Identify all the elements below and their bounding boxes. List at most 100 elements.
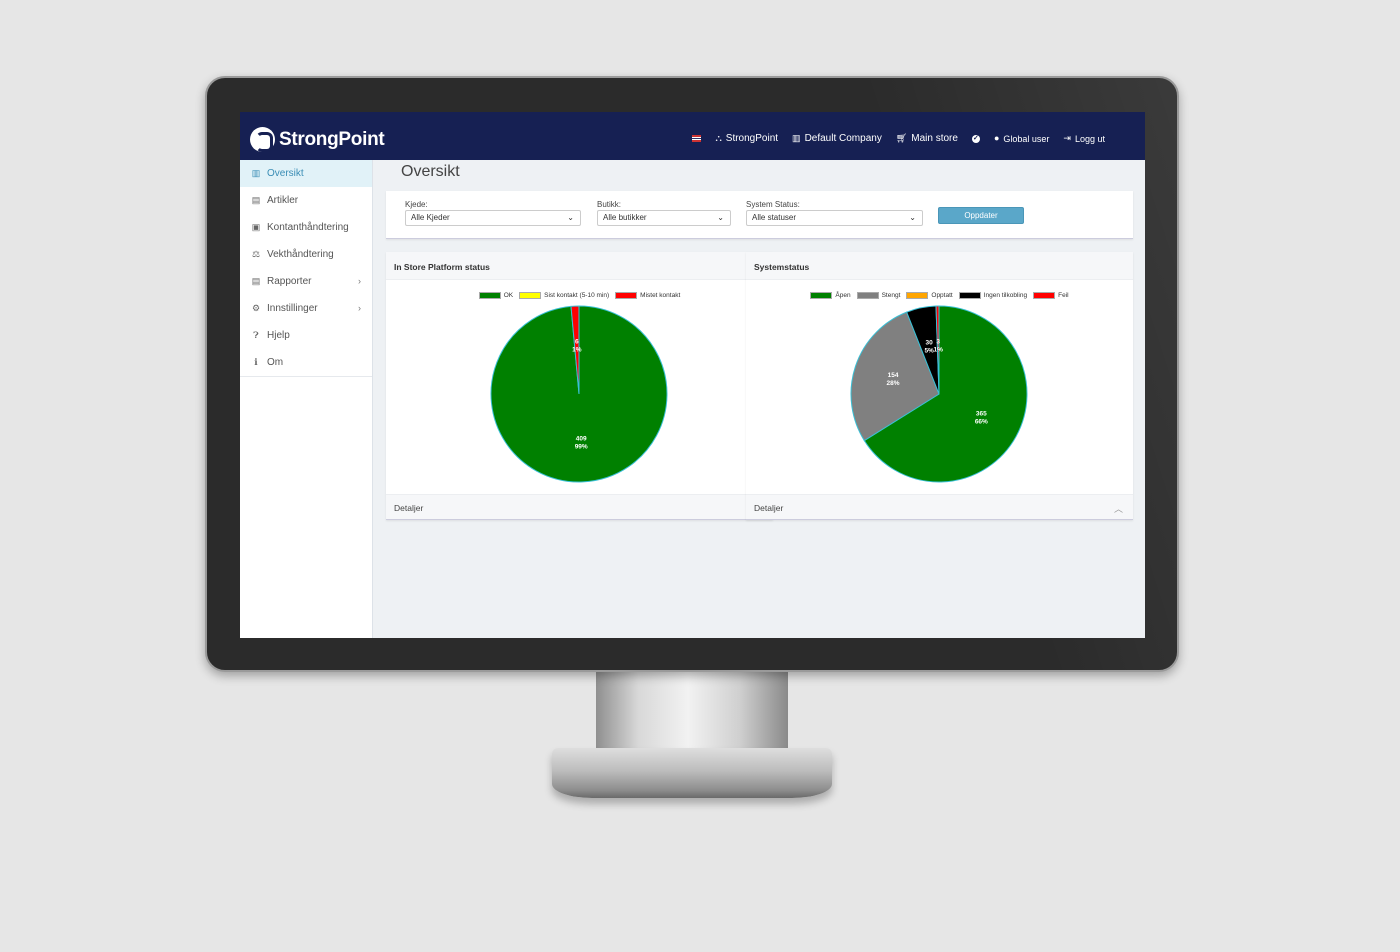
butikk-value: Alle butikker — [603, 213, 647, 222]
sidebar-item-label: Kontanthåndtering — [267, 222, 349, 233]
legend-item-opptatt[interactable]: Opptatt — [906, 292, 953, 299]
nav-company-item[interactable]: ▥ Default Company — [792, 133, 882, 144]
sidebar-item-label: Rapporter — [267, 276, 312, 287]
status-label: System Status: — [746, 200, 800, 209]
slice-percent-label: 1% — [572, 347, 582, 354]
pie-slice-feil[interactable] — [935, 305, 940, 395]
slice-value-label: 365 — [976, 410, 987, 417]
platform-status-card: In Store Platform status OK Sist kontakt … — [386, 252, 773, 520]
logout-button[interactable]: ⇥ Logg ut — [1063, 134, 1105, 144]
top-navbar: StrongPoint ⛬ StrongPoint ▥ Default Comp… — [240, 112, 1145, 160]
legend-swatch — [1033, 292, 1056, 299]
app-screen: StrongPoint ⛬ StrongPoint ▥ Default Comp… — [240, 112, 1145, 638]
slice-value-label: 154 — [888, 372, 899, 379]
info-icon: ℹ — [254, 357, 258, 367]
language-flag-button[interactable] — [692, 135, 702, 142]
kjede-value: Alle Kjeder — [411, 213, 450, 222]
top-nav-menu: ⛬ StrongPoint ▥ Default Company 🛒︎ Main … — [692, 133, 1105, 144]
page-title: Oversikt — [401, 163, 460, 180]
nav-chain-item[interactable]: ⛬ StrongPoint — [715, 133, 778, 144]
status-value: Alle statuser — [752, 213, 797, 222]
details-label: Detaljer — [394, 503, 424, 513]
slice-percent-label: 99% — [575, 443, 588, 450]
status-select[interactable]: Alle statuser ⌄ — [746, 210, 923, 226]
chevron-up-icon[interactable]: ︿ — [1113, 504, 1123, 514]
legend-item-feil[interactable]: Feil — [1033, 292, 1069, 299]
details-footer[interactable]: Detaljer ︿ — [746, 494, 1133, 519]
check-circle-icon: ✓ — [971, 134, 980, 143]
sidebar-item-label: Hjelp — [267, 330, 290, 341]
scale-icon: ⚖ — [251, 249, 261, 259]
sidebar-item-vekthandtering[interactable]: ⚖ Vekthåndtering — [240, 241, 372, 268]
sidebar-item-artikler[interactable]: ▤ Artikler — [240, 187, 372, 214]
cogs-icon: ⚙ — [251, 303, 261, 313]
nav-user-item[interactable]: ● Global user — [994, 134, 1049, 144]
legend-swatch — [615, 292, 638, 299]
slice-value-label: 6 — [575, 339, 579, 346]
sidebar-item-label: Oversikt — [267, 168, 304, 179]
details-label: Detaljer — [754, 503, 784, 513]
status-filter: System Status: Alle statuser ⌄ — [746, 200, 923, 226]
update-button[interactable]: Oppdater — [938, 207, 1024, 224]
legend-swatch — [906, 292, 929, 299]
building-icon: ▥ — [792, 133, 801, 143]
chart-legend: Åpen Stengt Opptatt Ingen tilkobling Feil — [746, 292, 1133, 299]
sidebar-item-om[interactable]: ℹ Om — [240, 349, 372, 376]
legend-swatch — [958, 292, 981, 299]
legend-label: Stengt — [881, 292, 901, 299]
slice-value-label: 3 — [936, 339, 940, 346]
sidebar: ▥ Oversikt ▤ Artikler ▣ Kontanthåndterin… — [240, 160, 373, 638]
nav-status-check[interactable]: ✓ — [971, 134, 980, 143]
nav-store-item[interactable]: 🛒︎ Main store — [896, 133, 958, 144]
sidebar-item-innstillinger[interactable]: ⚙ Innstillinger › — [240, 295, 372, 322]
legend-label: Sist kontakt (5-10 min) — [544, 292, 610, 299]
nav-user-label: Global user — [1003, 133, 1050, 144]
details-footer[interactable]: Detaljer ︿ — [386, 494, 773, 519]
pie-slice-a-pen[interactable] — [863, 305, 1028, 483]
kjede-select[interactable]: Alle Kjeder ⌄ — [405, 210, 581, 226]
nav-store-label: Main store — [911, 133, 958, 144]
sidebar-item-hjelp[interactable]: ❓︎ Hjelp — [240, 322, 372, 349]
card-title: Systemstatus — [746, 252, 1133, 280]
legend-item-stengt[interactable]: Stengt — [856, 292, 901, 299]
legend-label: Åpen — [835, 292, 851, 299]
slice-percent-label: 1% — [933, 347, 943, 354]
chevron-down-icon: ⌄ — [567, 213, 574, 222]
sidebar-item-oversikt[interactable]: ▥ Oversikt — [240, 160, 372, 187]
butikk-select[interactable]: Alle butikker ⌄ — [597, 210, 731, 226]
sidebar-item-label: Artikler — [267, 195, 299, 206]
sidebar-item-rapporter[interactable]: ▤ Rapporter › — [240, 268, 372, 295]
sidebar-item-kontanthandtering[interactable]: ▣ Kontanthåndtering — [240, 214, 372, 241]
slice-value-label: 409 — [576, 435, 587, 442]
chevron-down-icon: ⌄ — [909, 213, 916, 222]
kjede-filter: Kjede: Alle Kjeder ⌄ — [405, 200, 581, 226]
pie-slice-stengt[interactable] — [850, 311, 940, 442]
legend-label: Mistet kontakt — [640, 292, 681, 299]
legend-label: Opptatt — [931, 292, 953, 299]
system-status-card: Systemstatus Åpen Stengt Opptatt Ingen tilk… — [746, 252, 1133, 520]
legend-item-a-pen[interactable]: Åpen — [810, 292, 851, 299]
legend-swatch — [478, 292, 501, 299]
pie-slice-mistet-kontakt[interactable] — [570, 305, 580, 395]
slice-percent-label: 66% — [975, 418, 988, 425]
user-icon: ● — [993, 133, 1000, 143]
legend-label: OK — [503, 292, 514, 299]
nav-company-label: Default Company — [804, 133, 882, 144]
butikk-filter: Butikk: Alle butikker ⌄ — [597, 200, 731, 226]
monitor-stand-base — [552, 748, 832, 798]
legend-label: Ingen tilkobling — [983, 292, 1028, 299]
logo-icon — [250, 127, 275, 152]
slice-percent-label: 5% — [924, 348, 934, 355]
legend-swatch — [856, 292, 879, 299]
chevron-right-icon: › — [358, 276, 361, 286]
legend-item-ingen-tilkobling[interactable]: Ingen tilkobling — [958, 292, 1028, 299]
legend-item-mistet-kontakt[interactable]: Mistet kontakt — [615, 292, 680, 299]
chevron-right-icon: › — [358, 303, 361, 313]
slice-percent-label: 28% — [887, 380, 900, 387]
brand-name: StrongPoint — [279, 128, 385, 150]
slice-value-label: 30 — [926, 340, 934, 347]
legend-item-sist-kontakt-5-10-min[interactable]: Sist kontakt (5-10 min) — [519, 292, 609, 299]
legend-swatch — [519, 292, 542, 299]
brand-logo[interactable]: StrongPoint — [250, 127, 385, 152]
legend-item-ok[interactable]: OK — [478, 292, 514, 299]
